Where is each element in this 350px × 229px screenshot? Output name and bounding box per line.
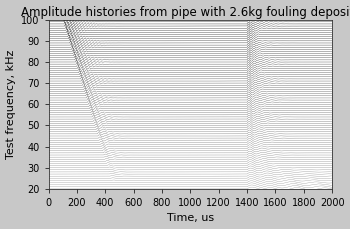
Y-axis label: Test frequency, kHz: Test frequency, kHz [6,50,15,159]
X-axis label: Time, us: Time, us [167,213,214,224]
Title: Amplitude histories from pipe with 2.6kg fouling deposits: Amplitude histories from pipe with 2.6kg… [21,5,350,19]
